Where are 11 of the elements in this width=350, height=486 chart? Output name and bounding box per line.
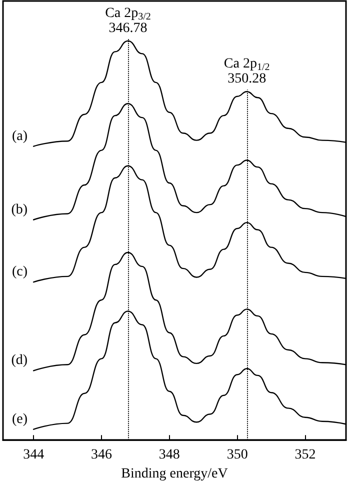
- series-label: (b): [11, 202, 28, 218]
- x-tick-label: 350: [226, 448, 248, 463]
- x-tick-label: 348: [158, 448, 180, 463]
- x-tick-label: 344: [23, 448, 44, 463]
- series-label: (a): [12, 128, 28, 144]
- x-axis-title: Binding energy/eV: [121, 466, 228, 482]
- x-tick-label: 352: [294, 448, 316, 463]
- x-tick-label: 346: [90, 448, 112, 463]
- series-label: (e): [12, 412, 28, 427]
- series-label: (d): [11, 353, 28, 368]
- series-label: (c): [12, 264, 28, 280]
